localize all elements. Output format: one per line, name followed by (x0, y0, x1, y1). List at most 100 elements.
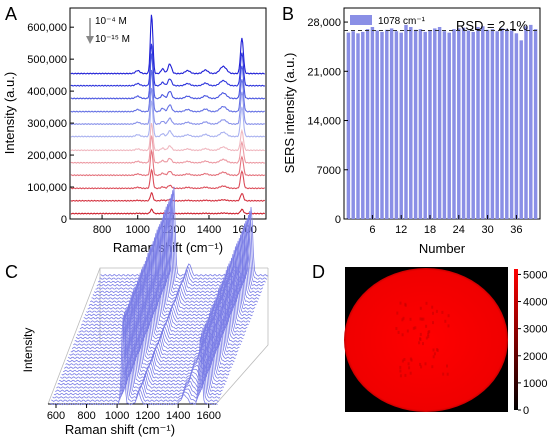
panel-b-bar-6 (370, 26, 375, 219)
panel-d-speckle (409, 371, 412, 375)
panel-d-speckle (399, 365, 402, 369)
panel-b-bar-34 (505, 29, 509, 219)
panel-d-speckle (428, 330, 431, 334)
panel-b-bar-33 (500, 28, 504, 220)
panel-b-bar-1 (346, 32, 351, 220)
panel-d-speckle (436, 348, 439, 351)
panel-d-speckle (422, 342, 424, 346)
panel-c-3d-frame (47, 267, 269, 405)
panel-c-x-tick-label: 600 (47, 410, 65, 422)
panel-b-bar-25 (461, 27, 466, 219)
panel-a-spectrum-10 (70, 168, 265, 190)
panel-a-spectrum-1 (70, 14, 265, 75)
panel-b-y-tick-label: 14,000 (307, 116, 341, 128)
panel-label-b: B (282, 4, 294, 24)
panel-c-spectra (49, 186, 269, 406)
panel-b-bar-17 (423, 31, 427, 219)
panel-b-bar-15 (413, 29, 418, 219)
panel-d-speckle (403, 358, 406, 361)
panel-c-x-axis-label: Raman shift (cm⁻¹) (65, 422, 175, 437)
panel-c-spectrum-1 (49, 315, 218, 406)
panel-a-arrow-head (86, 36, 94, 44)
panel-d-speckle (396, 311, 399, 315)
panel-d-speckle (435, 309, 438, 313)
panel-b-y-ticks: 0 7000 14,000 21,000 28,000 (307, 17, 348, 226)
panel-a-annotation-bottom: 10⁻¹⁵ M (95, 34, 130, 45)
panel-d-speckle (404, 302, 407, 306)
panel-d-speckle (432, 348, 435, 352)
panel-d-speckle (418, 341, 421, 345)
panel-d-speckle (444, 319, 447, 323)
panel-a-spectrum-6 (70, 100, 266, 138)
panel-a-annotation-top: 10⁻⁴ M (95, 16, 127, 27)
panel-b-bar-27 (471, 31, 475, 219)
panel-d-speckle (404, 373, 407, 377)
panel-b-bar-21 (442, 31, 447, 220)
panel-d-speckle (425, 336, 428, 340)
panel-d-speckle (419, 306, 422, 310)
panel-d-heatmap: 0 1000 2000 3000 4000 5000 (344, 267, 547, 417)
panel-a-spectrum-7 (70, 122, 265, 152)
panel-d-speckle (433, 352, 436, 356)
panel-b-y-tick-label: 0 (335, 214, 341, 226)
panel-d-speckle (409, 317, 412, 321)
panel-b-bar-12 (399, 32, 403, 220)
panel-d-speckle (422, 317, 425, 321)
panel-b-bar-32 (495, 31, 499, 220)
panel-d-speckle (427, 333, 430, 337)
panel-d-speckle (442, 372, 445, 376)
panel-b-x-tick-label: 6 (369, 224, 375, 236)
panel-label-a: A (5, 4, 17, 24)
panel-a-y-tick-label: 200,000 (27, 150, 67, 162)
panel-b-bar-31 (490, 29, 495, 219)
panel-b-y-tick-label: 7000 (317, 165, 341, 177)
panel-b-bar-8 (380, 31, 384, 219)
panel-d-speckle (419, 317, 422, 321)
panel-b-y-tick-label: 21,000 (307, 66, 341, 78)
panel-a-spectrum-8 (70, 135, 265, 164)
panel-b-bar-10 (389, 28, 394, 220)
panel-b-y-axis-label: SERS intensity (a.u.) (282, 53, 297, 174)
panel-label-c: C (5, 262, 18, 282)
panel-b-bar-3 (356, 33, 360, 219)
panel-d-speckle (395, 327, 398, 330)
panel-b-bar-22 (447, 32, 451, 220)
panel-d-hotspot-region (344, 268, 508, 412)
panel-d-speckle (425, 324, 428, 328)
panel-c-y-axis-label: Intensity (21, 328, 35, 373)
panel-a-spectrum-9 (70, 148, 266, 177)
panel-d-speckle (397, 330, 400, 334)
panel-d-speckle (399, 369, 402, 373)
panel-c-x-tick-label: 1200 (135, 410, 159, 422)
panel-b-bar-2 (351, 31, 355, 220)
panel-b-bar-23 (452, 29, 456, 219)
panel-a-y-tick-label: 300,000 (27, 118, 67, 130)
panel-d-speckle (412, 326, 415, 330)
panel-d-speckle (419, 337, 422, 341)
panel-c-x-ticks: 600 800 1000 1200 1400 1600 (47, 404, 221, 422)
panel-a-y-tick-label: 600,000 (27, 22, 67, 34)
panel-d-speckle (447, 314, 450, 318)
panel-a-spectrum-3 (70, 53, 266, 100)
panel-a-y-tick-label: 500,000 (27, 54, 67, 66)
panel-d-speckle (409, 357, 412, 361)
panel-d-speckle (432, 355, 435, 359)
panel-d-speckle (446, 364, 448, 368)
panel-b-bar-38 (524, 26, 528, 219)
panel-d-colorbar-tick-label: 4000 (523, 297, 547, 309)
panel-c-x-tick-label: 800 (77, 410, 95, 422)
panel-b-x-tick-label: 24 (453, 224, 465, 236)
panel-a-spectrum-5 (70, 88, 266, 126)
panel-b-bar-5 (365, 29, 370, 219)
panel-b-bar-30 (485, 29, 490, 219)
panel-d-speckle (441, 310, 444, 314)
panel-d-speckle (425, 301, 428, 305)
panel-d-speckle (431, 365, 434, 369)
panel-label-d: D (312, 262, 325, 282)
panel-b-bar-37 (519, 40, 523, 219)
panel-d-speckle (432, 321, 434, 325)
panel-b-bar-13 (404, 24, 408, 219)
panel-a-line-chart: 0 100,000 200,000 300,000 400,000 500,000 600,… (2, 7, 267, 255)
panel-a-spectrum-11 (70, 192, 265, 202)
panel-b-bar-chart: 0 7000 14,000 21,000 28,000 6 12 18 24 30 36 1078… (282, 7, 541, 256)
